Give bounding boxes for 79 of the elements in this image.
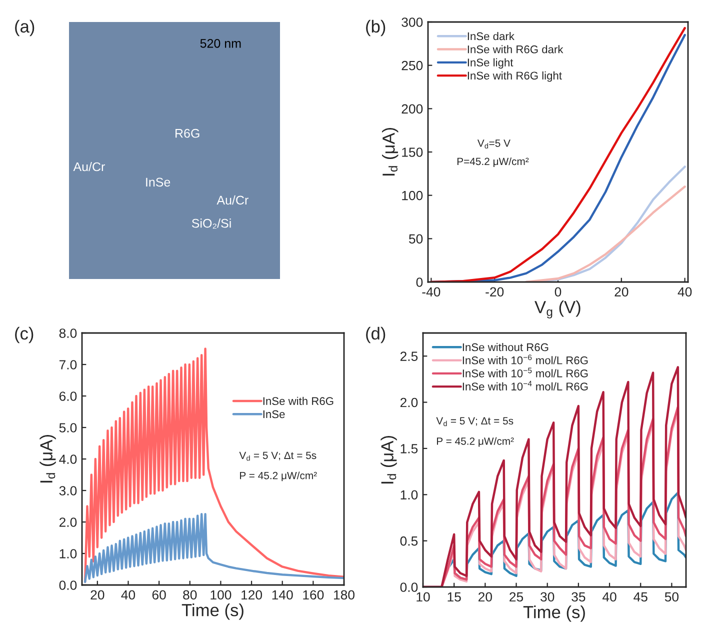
- y-tick-label: 2.0: [400, 398, 418, 408]
- y-tick-label: 1.0: [400, 490, 418, 500]
- x-tick-label: 30: [540, 592, 554, 602]
- legend-label: InSe with 10$^{−6}$ mol/L R6G: [462, 354, 588, 364]
- chart-title: (d): [366, 326, 386, 344]
- text: Au/Cr: [73, 162, 105, 172]
- legend-label: InSe light: [468, 58, 514, 69]
- text: SiO₂/Si: [192, 218, 231, 229]
- y-axis-title: I$_{d}$ (μA): [40, 434, 56, 482]
- y-tick-label: 250: [402, 60, 423, 70]
- x-tick-label: 100: [210, 590, 232, 600]
- x-tick-label: 20: [614, 287, 628, 297]
- x-tick-label: 80: [183, 590, 197, 600]
- legend-label: InSe dark: [468, 32, 514, 40]
- x-tick-label: 20: [478, 592, 492, 602]
- annotation: V$_{d}$=5 V: [477, 140, 510, 148]
- x-tick-label: 0: [554, 287, 562, 297]
- x-tick-label: 40: [678, 287, 692, 297]
- chart-title: (c): [15, 326, 34, 344]
- y-tick-label: 0: [416, 278, 423, 287]
- text: InSe: [146, 178, 170, 187]
- y-axis-title: I$_{d}$ (μA): [382, 128, 398, 176]
- text: 520 nm: [200, 38, 241, 48]
- x-axis-title: Time (s): [523, 606, 585, 622]
- y-tick-label: 1.5: [400, 444, 418, 454]
- x-axis-title: V$_{g}$ (V): [534, 300, 580, 318]
- x-tick-label: 20: [90, 590, 104, 600]
- x-tick-label: 45: [634, 592, 648, 602]
- legend-label: InSe with R6G: [263, 396, 334, 406]
- x-axis-title: Time (s): [182, 604, 244, 620]
- x-tick-label: 10: [416, 592, 430, 602]
- y-tick-label: 4.0: [59, 454, 77, 464]
- annotation: P = 45.2 μW/cm²: [437, 437, 514, 447]
- text: Au/Cr: [216, 195, 248, 205]
- legend-label: InSe with R6G dark: [468, 45, 564, 54]
- annotation: V$_{d}$ = 5 V; Δt = 5s: [239, 452, 316, 461]
- x-tick-label: -40: [422, 287, 440, 297]
- y-tick-label: 6.0: [59, 392, 77, 401]
- y-tick-label: 100: [402, 190, 423, 200]
- y-tick-label: 2.5: [400, 352, 418, 361]
- annotation: P = 45.2 μW/cm²: [240, 472, 317, 482]
- y-tick-label: 3.0: [59, 486, 77, 496]
- text: R6G: [176, 128, 200, 138]
- x-tick-label: 140: [272, 590, 293, 600]
- line-series: [525, 186, 686, 282]
- legend-label: InSe: [263, 410, 285, 418]
- y-tick-label: 7.0: [59, 360, 77, 370]
- y-tick-label: 1.0: [60, 549, 77, 558]
- y-tick-label: 200: [402, 104, 423, 114]
- x-tick-label: -20: [486, 287, 504, 297]
- x-tick-label: 40: [121, 590, 136, 600]
- x-tick-label: 40: [602, 592, 616, 602]
- y-tick-label: 0.0: [400, 582, 418, 592]
- y-tick-label: 50: [408, 234, 423, 244]
- x-tick-label: 60: [152, 590, 166, 600]
- y-tick-label: 0.5: [400, 536, 418, 546]
- x-tick-label: 180: [334, 590, 354, 600]
- legend-label: InSe with R6G light: [468, 71, 562, 82]
- x-tick-label: 160: [303, 590, 324, 600]
- annotation: P=45.2 μW/cm²: [457, 157, 529, 167]
- y-tick-label: 5.0: [59, 423, 77, 432]
- legend-label: InSe with 10$^{−5}$ mol/L R6G: [462, 368, 588, 378]
- y-tick-label: 2.0: [59, 518, 77, 527]
- y-axis-title: I$_{d}$ (μA): [380, 436, 397, 484]
- y-tick-label: 8.0: [59, 328, 77, 338]
- x-tick-label: 25: [510, 592, 524, 602]
- legend-label: InSe without R6G: [462, 343, 548, 352]
- y-tick-label: 0.0: [59, 580, 77, 590]
- annotation: V$_{d}$ = 5 V; Δt = 5s: [436, 417, 514, 426]
- x-tick-label: 120: [242, 590, 262, 600]
- legend-label: InSe with 10$^{−4}$ mol/L R6G: [462, 380, 588, 390]
- line-series: [84, 513, 344, 583]
- x-tick-label: 15: [448, 592, 461, 602]
- y-tick-label: 150: [402, 148, 423, 157]
- chart-title: (b): [366, 20, 386, 36]
- text: (a): [15, 20, 34, 36]
- y-tick-label: 300: [402, 18, 423, 27]
- x-tick-label: 50: [664, 592, 679, 602]
- x-tick-label: 35: [572, 592, 586, 602]
